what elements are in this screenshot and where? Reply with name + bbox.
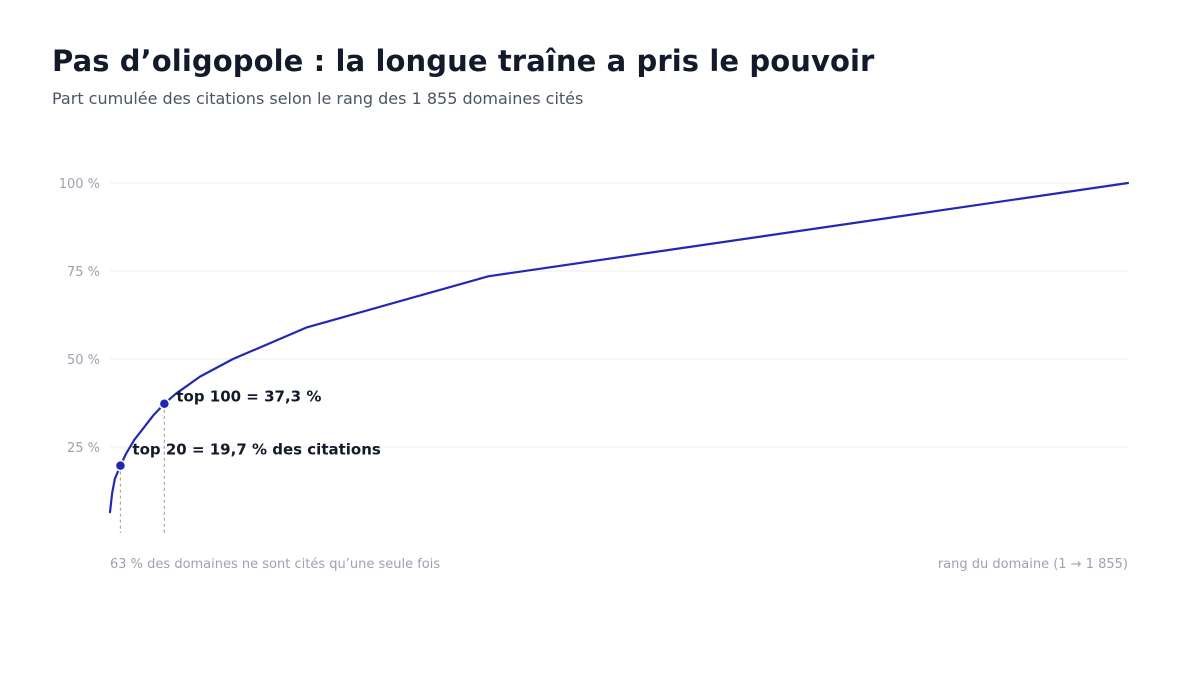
annotation-marker-2	[158, 397, 171, 410]
chart-subtitle: Part cumulée des citations selon le rang…	[52, 89, 584, 108]
y-tick-label: 25 %	[67, 441, 100, 456]
y-tick-label: 75 %	[67, 265, 100, 280]
chart-title: Pas d’oligopole : la longue traîne a pri…	[52, 44, 875, 78]
annotation-marker-1	[114, 459, 127, 472]
cumulative-share-line	[108, 181, 1130, 514]
annotation-label-2: top 100 = 37,3 %	[176, 388, 321, 406]
y-tick-label: 50 %	[67, 353, 100, 368]
x-axis-label: rang du domaine (1 → 1 855)	[938, 557, 1128, 572]
footnote-single-citation: 63 % des domaines ne sont cités qu’une s…	[110, 557, 440, 572]
annotation-label-1: top 20 = 19,7 % des citations	[132, 441, 380, 459]
y-tick-label: 100 %	[59, 177, 100, 192]
